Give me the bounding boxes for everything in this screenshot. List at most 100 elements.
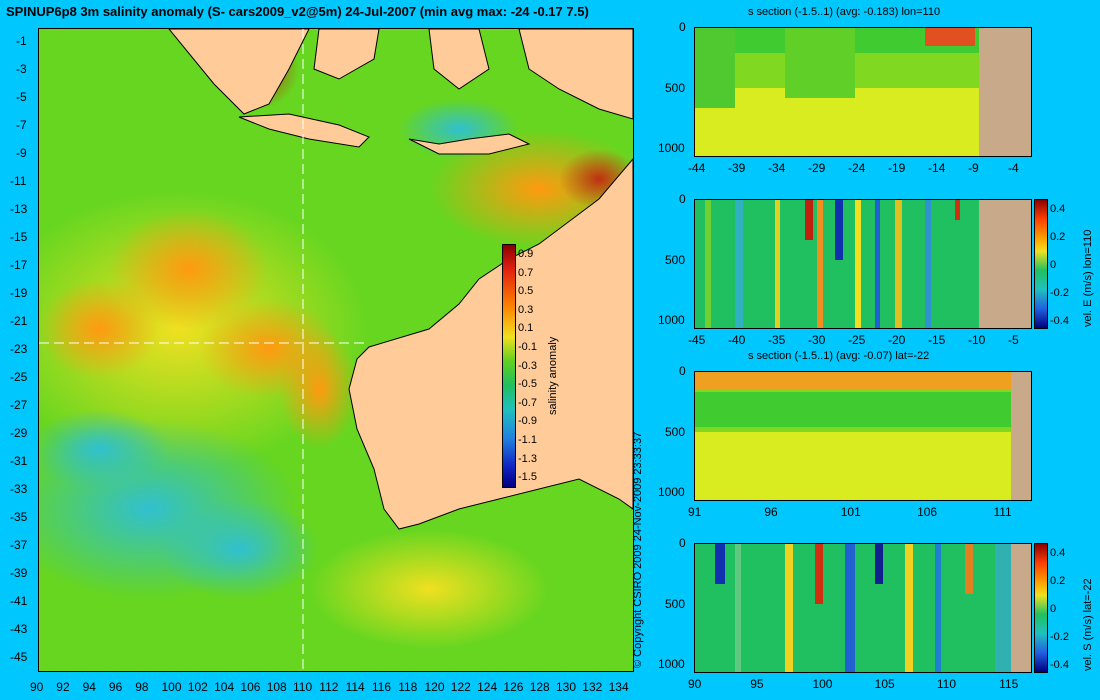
map-lat-tick: -33: [10, 482, 28, 496]
map-lat-tick: -41: [10, 594, 28, 608]
map-lat-tick: -43: [10, 622, 28, 636]
map-lon-tick: 100: [161, 680, 182, 694]
map-lon-tick: 120: [424, 680, 445, 694]
section-1-canvas: [695, 28, 1031, 156]
salinity-colorbar-tick: 0.9: [518, 248, 534, 260]
section-4-colorbar-tick: 0.4: [1050, 547, 1066, 559]
section-1-x-tick: -39: [728, 161, 746, 175]
map-lon-tick: 92: [56, 680, 70, 694]
salinity-colorbar-tick: -0.7: [518, 396, 537, 409]
map-lon-tick: 116: [371, 680, 392, 694]
section-1-x-tick: -24: [848, 161, 866, 175]
section-2-x-tick: -30: [808, 333, 826, 347]
map-lat-tick: -21: [10, 314, 28, 328]
section-1-x-tick: -34: [768, 161, 786, 175]
section-4-x-tick: 100: [812, 677, 833, 691]
map-lat-tick: -35: [10, 510, 28, 524]
map-lon-tick: 106: [240, 680, 261, 694]
section-2-colorbar-tick: -0.2: [1050, 287, 1069, 299]
map-lat-tick: -23: [10, 342, 28, 356]
section-4-canvas: [695, 544, 1031, 672]
section-4-x-tick: 115: [999, 677, 1019, 691]
salinity-colorbar-tick: -0.3: [518, 359, 537, 372]
map-lat-tick: -5: [16, 90, 27, 104]
section-4-colorbar-label: vel. S (m/s) lat=-22: [1082, 578, 1094, 671]
map-lon-tick: 124: [477, 680, 498, 694]
salinity-colorbar-tick: 0.1: [518, 322, 534, 335]
section-2-depth-tick: 1000: [658, 313, 685, 327]
map-lat-tick: -45: [10, 650, 28, 664]
salinity-colorbar-label: salinity anomaly: [547, 336, 559, 415]
section-3-depth-tick: 500: [665, 424, 686, 439]
map-lon-tick: 108: [266, 680, 287, 694]
salinity-colorbar-tick: 0.3: [518, 303, 534, 316]
section-3-x-tick: 96: [764, 505, 778, 519]
section-2-x-tick: -20: [888, 333, 906, 347]
section-3-x-tick: 106: [917, 505, 938, 519]
map-lat-tick: -7: [16, 118, 27, 132]
salinity-colorbar-tick: -1.5: [518, 471, 537, 484]
map-canvas: [39, 29, 633, 671]
section-3-depth-tick: 1000: [658, 485, 685, 499]
map-lon-tick: 98: [135, 680, 149, 694]
map-lat-tick: -15: [10, 230, 28, 244]
section-4-x-tick: 105: [874, 677, 895, 691]
section-4-depth-tick: 1000: [658, 657, 685, 671]
section-4-colorbar-tick: -0.2: [1050, 631, 1069, 643]
section-2-panel[interactable]: [694, 199, 1032, 329]
section-4-depth-tick: 0: [679, 536, 686, 550]
map-lat-tick: -29: [10, 426, 28, 440]
section-3-canvas: [695, 372, 1031, 500]
map-lon-tick: 110: [293, 680, 313, 694]
section-1-title: s section (-1.5..1) (avg: -0.183) lon=11…: [748, 6, 941, 18]
section-2-x-tick: -5: [1008, 333, 1019, 347]
salinity-colorbar-tick: 0.5: [518, 285, 534, 298]
section-2-colorbar-tick: 0: [1050, 259, 1057, 271]
map-lon-tick: 132: [582, 680, 603, 694]
section-4-panel[interactable]: [694, 543, 1032, 673]
salinity-colorbar-tick: -0.1: [518, 341, 537, 353]
section-2-colorbar-label: vel. E (m/s) lon=110: [1082, 229, 1094, 327]
section-1-x-tick: -19: [888, 161, 906, 175]
section-2-colorbar-tick: 0.4: [1050, 203, 1066, 215]
map-lat-tick: -31: [10, 454, 28, 468]
section-1-panel[interactable]: [694, 27, 1032, 157]
section-4-colorbar-tick: 0.2: [1050, 575, 1066, 587]
section-3-panel[interactable]: [694, 371, 1032, 501]
map-lat-tick: -27: [10, 398, 28, 412]
map-lat-tick: -37: [10, 538, 28, 552]
section-2-depth-tick: 500: [665, 252, 686, 267]
section-1-x-tick: -14: [928, 161, 946, 175]
section-3-title: s section (-1.5..1) (avg: -0.07) lat=-22: [748, 350, 930, 362]
section-3-x-tick: 111: [993, 505, 1012, 519]
salinity-colorbar-tick: -0.9: [518, 415, 537, 428]
map-lon-tick: 128: [529, 680, 550, 694]
map-lon-tick: 112: [319, 680, 339, 694]
map-lat-tick: -13: [10, 202, 28, 216]
section-4-x-tick: 95: [750, 677, 764, 691]
section-2-colorbar: [1034, 199, 1048, 329]
map-lat-tick: -25: [10, 370, 28, 384]
section-4-depth-tick: 500: [665, 596, 686, 611]
section-4-colorbar-tick: 0: [1050, 603, 1057, 615]
section-2-x-tick: -15: [928, 333, 946, 347]
section-2-x-tick: -35: [768, 333, 786, 347]
section-1-depth-tick: 1000: [658, 141, 685, 155]
map-lon-tick: 104: [214, 680, 235, 694]
map-lat-tick: -11: [10, 174, 27, 188]
salinity-colorbar: [502, 244, 516, 488]
map-lat-tick: -1: [16, 34, 27, 48]
map-lon-tick: 126: [503, 680, 524, 694]
salinity-map[interactable]: [38, 28, 634, 672]
map-lon-tick: 114: [345, 680, 365, 694]
map-lon-tick: 90: [30, 680, 44, 694]
copyright-text: © Copyright CSIRO 2009 24-Nov-2009 23:33…: [632, 431, 644, 668]
map-lon-tick: 122: [450, 680, 471, 694]
salinity-colorbar-tick: 0.7: [518, 266, 534, 279]
section-1-depth-tick: 500: [665, 80, 686, 95]
section-3-x-tick: 101: [840, 505, 861, 519]
salinity-colorbar-tick: -1.3: [518, 452, 537, 465]
salinity-colorbar-tick: -0.5: [518, 378, 537, 391]
map-lon-tick: 96: [108, 680, 123, 694]
section-2-canvas: [695, 200, 1031, 328]
